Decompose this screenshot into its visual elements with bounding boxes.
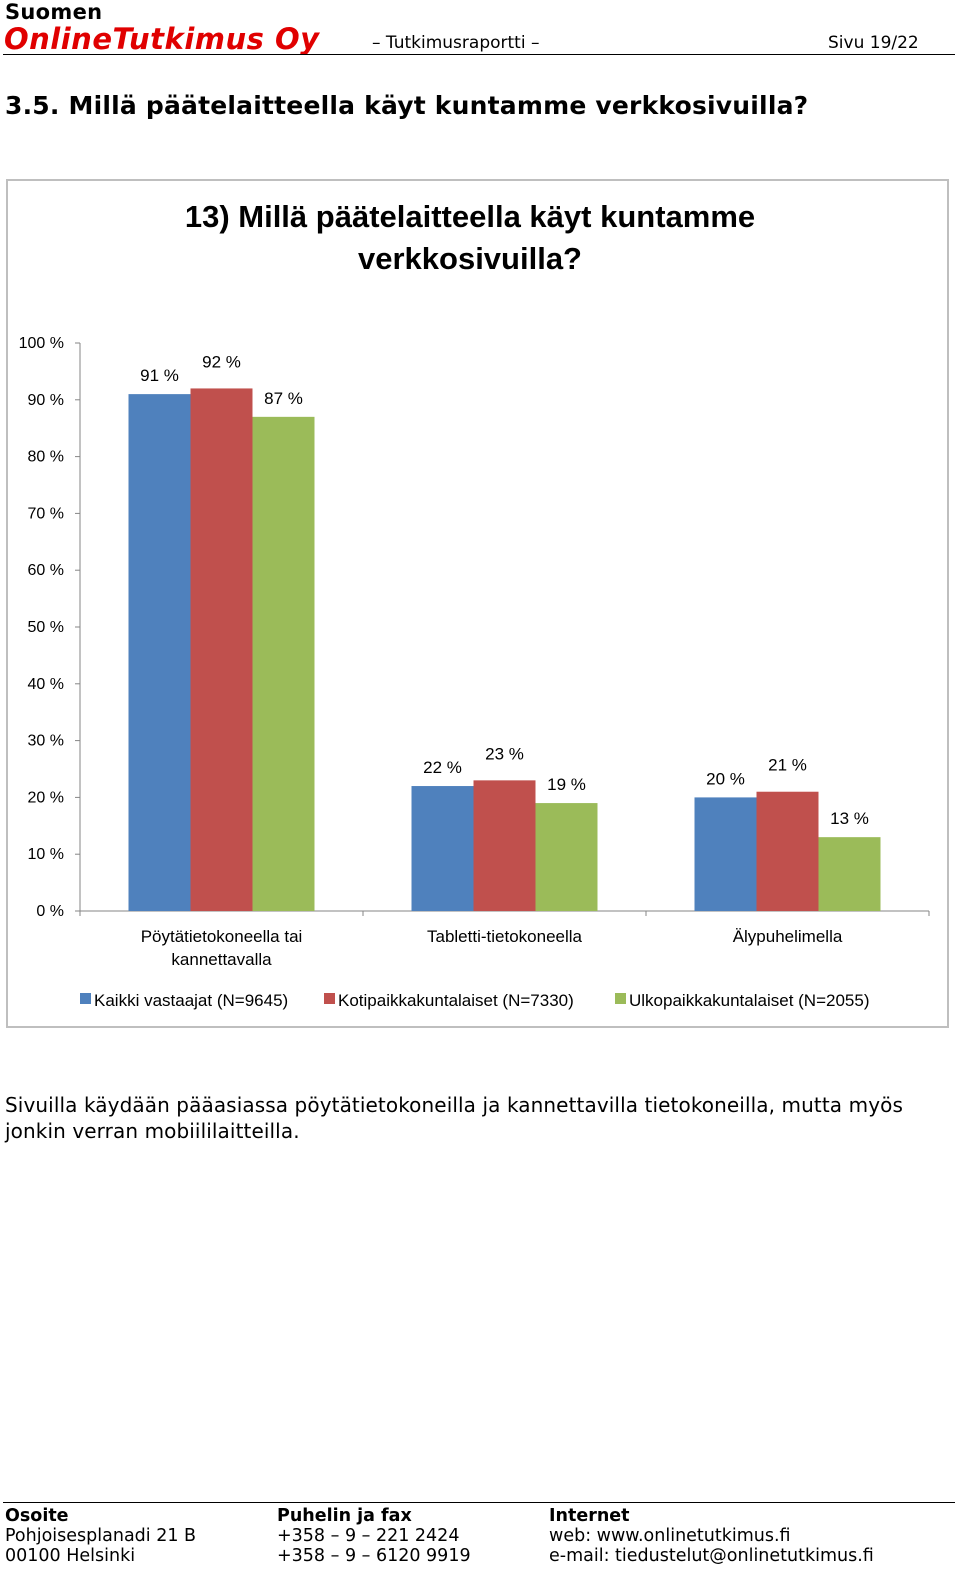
bar [756, 791, 819, 911]
bar [818, 837, 881, 911]
bar [694, 797, 757, 911]
y-tick-label: 40 % [28, 676, 64, 693]
x-tick-label: Älypuhelimella [733, 927, 843, 946]
y-tick-label: 50 % [28, 619, 64, 636]
legend-label: Kotipaikkakuntalaiset (N=7330) [338, 991, 574, 1010]
y-tick-label: 20 % [28, 789, 64, 806]
y-tick-label: 60 % [28, 562, 64, 579]
bar-chart: 0 % 10 % 20 % 30 % 40 % 50 % 60 % 70 % 80 % 90 % 1… [19, 335, 930, 1010]
footer-phone-number: +358 – 9 – 221 2424 [277, 1526, 460, 1546]
legend-label: Ulkopaikkakuntalaiset (N=2055) [629, 991, 870, 1010]
bar [535, 803, 598, 911]
footer-address-heading: Osoite [5, 1506, 69, 1526]
section-heading: 3.5. Millä päätelaitteella käyt kuntamme… [5, 91, 809, 120]
y-tick-label: 90 % [28, 392, 64, 409]
footer-phone: Puhelin ja fax +358 – 9 – 221 2424 +358 … [277, 1506, 471, 1566]
data-label: 22 % [423, 758, 462, 777]
data-label: 13 % [830, 809, 869, 828]
footer-address-city: 00100 Helsinki [5, 1546, 136, 1566]
footer-address-street: Pohjoisesplanadi 21 B [5, 1526, 197, 1546]
header-divider [3, 54, 955, 55]
y-tick-label: 70 % [28, 505, 64, 522]
legend-label: Kaikki vastaajat (N=9645) [94, 991, 288, 1010]
data-label: 23 % [485, 744, 524, 763]
y-tick-label: 30 % [28, 733, 64, 750]
legend-swatch [615, 993, 626, 1004]
data-label: 21 % [768, 756, 807, 775]
company-name-line2: OnlineTutkimus Oy [4, 22, 320, 56]
bar [190, 388, 253, 911]
y-tick-label: 80 % [28, 449, 64, 466]
footer-phone-heading: Puhelin ja fax [277, 1506, 412, 1526]
footer-internet-heading: Internet [549, 1506, 630, 1526]
data-label: 92 % [202, 352, 241, 371]
y-tick-label: 100 % [19, 335, 64, 352]
company-name-line1: Suomen [5, 0, 103, 24]
footer-divider [3, 1502, 955, 1503]
y-tick-label: 10 % [28, 846, 64, 863]
bar [473, 780, 536, 911]
legend-swatch [324, 993, 335, 1004]
chart-title: 13) Millä päätelaitteella käyt kuntamme … [184, 199, 756, 276]
y-tick-label: 0 % [36, 903, 64, 920]
x-tick-label: Pöytätietokoneella tai [141, 927, 303, 946]
footer-internet: Internet web: www.onlinetutkimus.fi e-ma… [549, 1506, 874, 1566]
page-number: Sivu 19/22 [828, 33, 919, 53]
report-label: – Tutkimusraportti – [372, 33, 540, 53]
bar [128, 394, 191, 911]
legend-swatch [80, 993, 91, 1004]
x-tick-label: kannettavalla [171, 950, 272, 969]
bar [411, 786, 474, 911]
footer-address: Osoite Pohjoisesplanadi 21 B 00100 Helsi… [5, 1506, 196, 1566]
data-label: 91 % [140, 366, 179, 385]
bar [252, 416, 315, 911]
footer-web-link[interactable]: web: www.onlinetutkimus.fi [549, 1526, 791, 1546]
footer-fax-number: +358 – 9 – 6120 9919 [277, 1546, 471, 1566]
footer-email-link[interactable]: e-mail: tiedustelut@onlinetutkimus.fi [549, 1546, 874, 1566]
data-label: 87 % [264, 389, 303, 408]
data-label: 19 % [547, 775, 586, 794]
data-label: 20 % [706, 769, 745, 788]
body-paragraph: Sivuilla käydään pääasiassa pöytätietoko… [5, 1093, 903, 1143]
x-tick-label: Tabletti-tietokoneella [427, 927, 583, 946]
